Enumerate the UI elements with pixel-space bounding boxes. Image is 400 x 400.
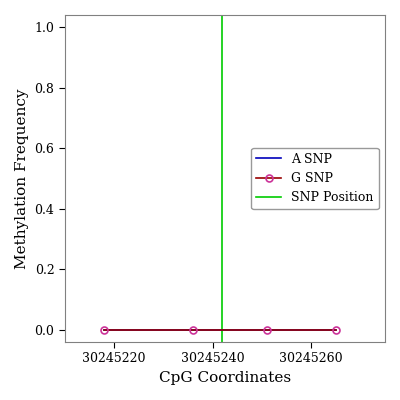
Legend: A SNP, G SNP, SNP Position: A SNP, G SNP, SNP Position xyxy=(251,148,379,209)
Y-axis label: Methylation Frequency: Methylation Frequency xyxy=(15,88,29,269)
X-axis label: CpG Coordinates: CpG Coordinates xyxy=(159,371,291,385)
